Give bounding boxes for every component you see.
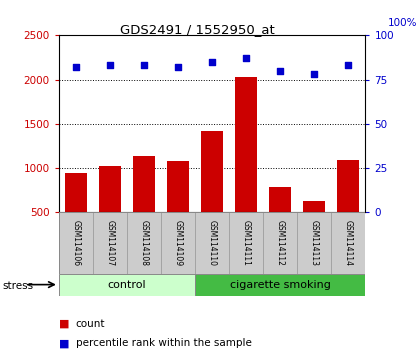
Text: ■: ■ <box>59 338 69 348</box>
Bar <box>195 212 229 274</box>
Text: GSM114108: GSM114108 <box>139 221 148 266</box>
Bar <box>167 161 189 257</box>
Point <box>107 63 113 68</box>
Bar <box>303 201 326 257</box>
Y-axis label: 100%: 100% <box>387 18 417 28</box>
Text: cigarette smoking: cigarette smoking <box>230 280 331 290</box>
Point <box>175 64 181 70</box>
Bar <box>99 166 121 257</box>
Bar <box>337 160 360 257</box>
Text: control: control <box>108 280 146 290</box>
Bar <box>65 172 87 257</box>
Bar <box>229 212 263 274</box>
Text: ■: ■ <box>59 319 69 329</box>
Point <box>209 59 215 65</box>
Point <box>311 72 318 77</box>
Bar <box>59 274 195 296</box>
Bar <box>331 212 365 274</box>
Point <box>243 56 249 61</box>
Text: GSM114109: GSM114109 <box>173 220 183 267</box>
Text: GSM114106: GSM114106 <box>71 220 80 267</box>
Text: GSM114110: GSM114110 <box>207 221 217 266</box>
Bar <box>161 212 195 274</box>
Text: count: count <box>76 319 105 329</box>
Text: GSM114107: GSM114107 <box>105 220 114 267</box>
Text: GSM114113: GSM114113 <box>310 221 319 266</box>
Bar <box>127 212 161 274</box>
Text: stress: stress <box>2 281 33 291</box>
Bar <box>269 187 291 257</box>
Text: GSM114112: GSM114112 <box>276 221 285 266</box>
Text: GDS2491 / 1552950_at: GDS2491 / 1552950_at <box>120 23 275 36</box>
Bar <box>133 156 155 257</box>
Bar <box>195 274 365 296</box>
Point <box>73 64 79 70</box>
Bar <box>235 77 257 257</box>
Point <box>345 63 352 68</box>
Bar <box>201 131 223 257</box>
Text: percentile rank within the sample: percentile rank within the sample <box>76 338 252 348</box>
Bar <box>263 212 297 274</box>
Point <box>277 68 284 74</box>
Point <box>141 63 147 68</box>
Text: GSM114114: GSM114114 <box>344 221 353 266</box>
Bar <box>59 212 93 274</box>
Bar <box>297 212 331 274</box>
Text: GSM114111: GSM114111 <box>241 221 251 266</box>
Bar <box>93 212 127 274</box>
